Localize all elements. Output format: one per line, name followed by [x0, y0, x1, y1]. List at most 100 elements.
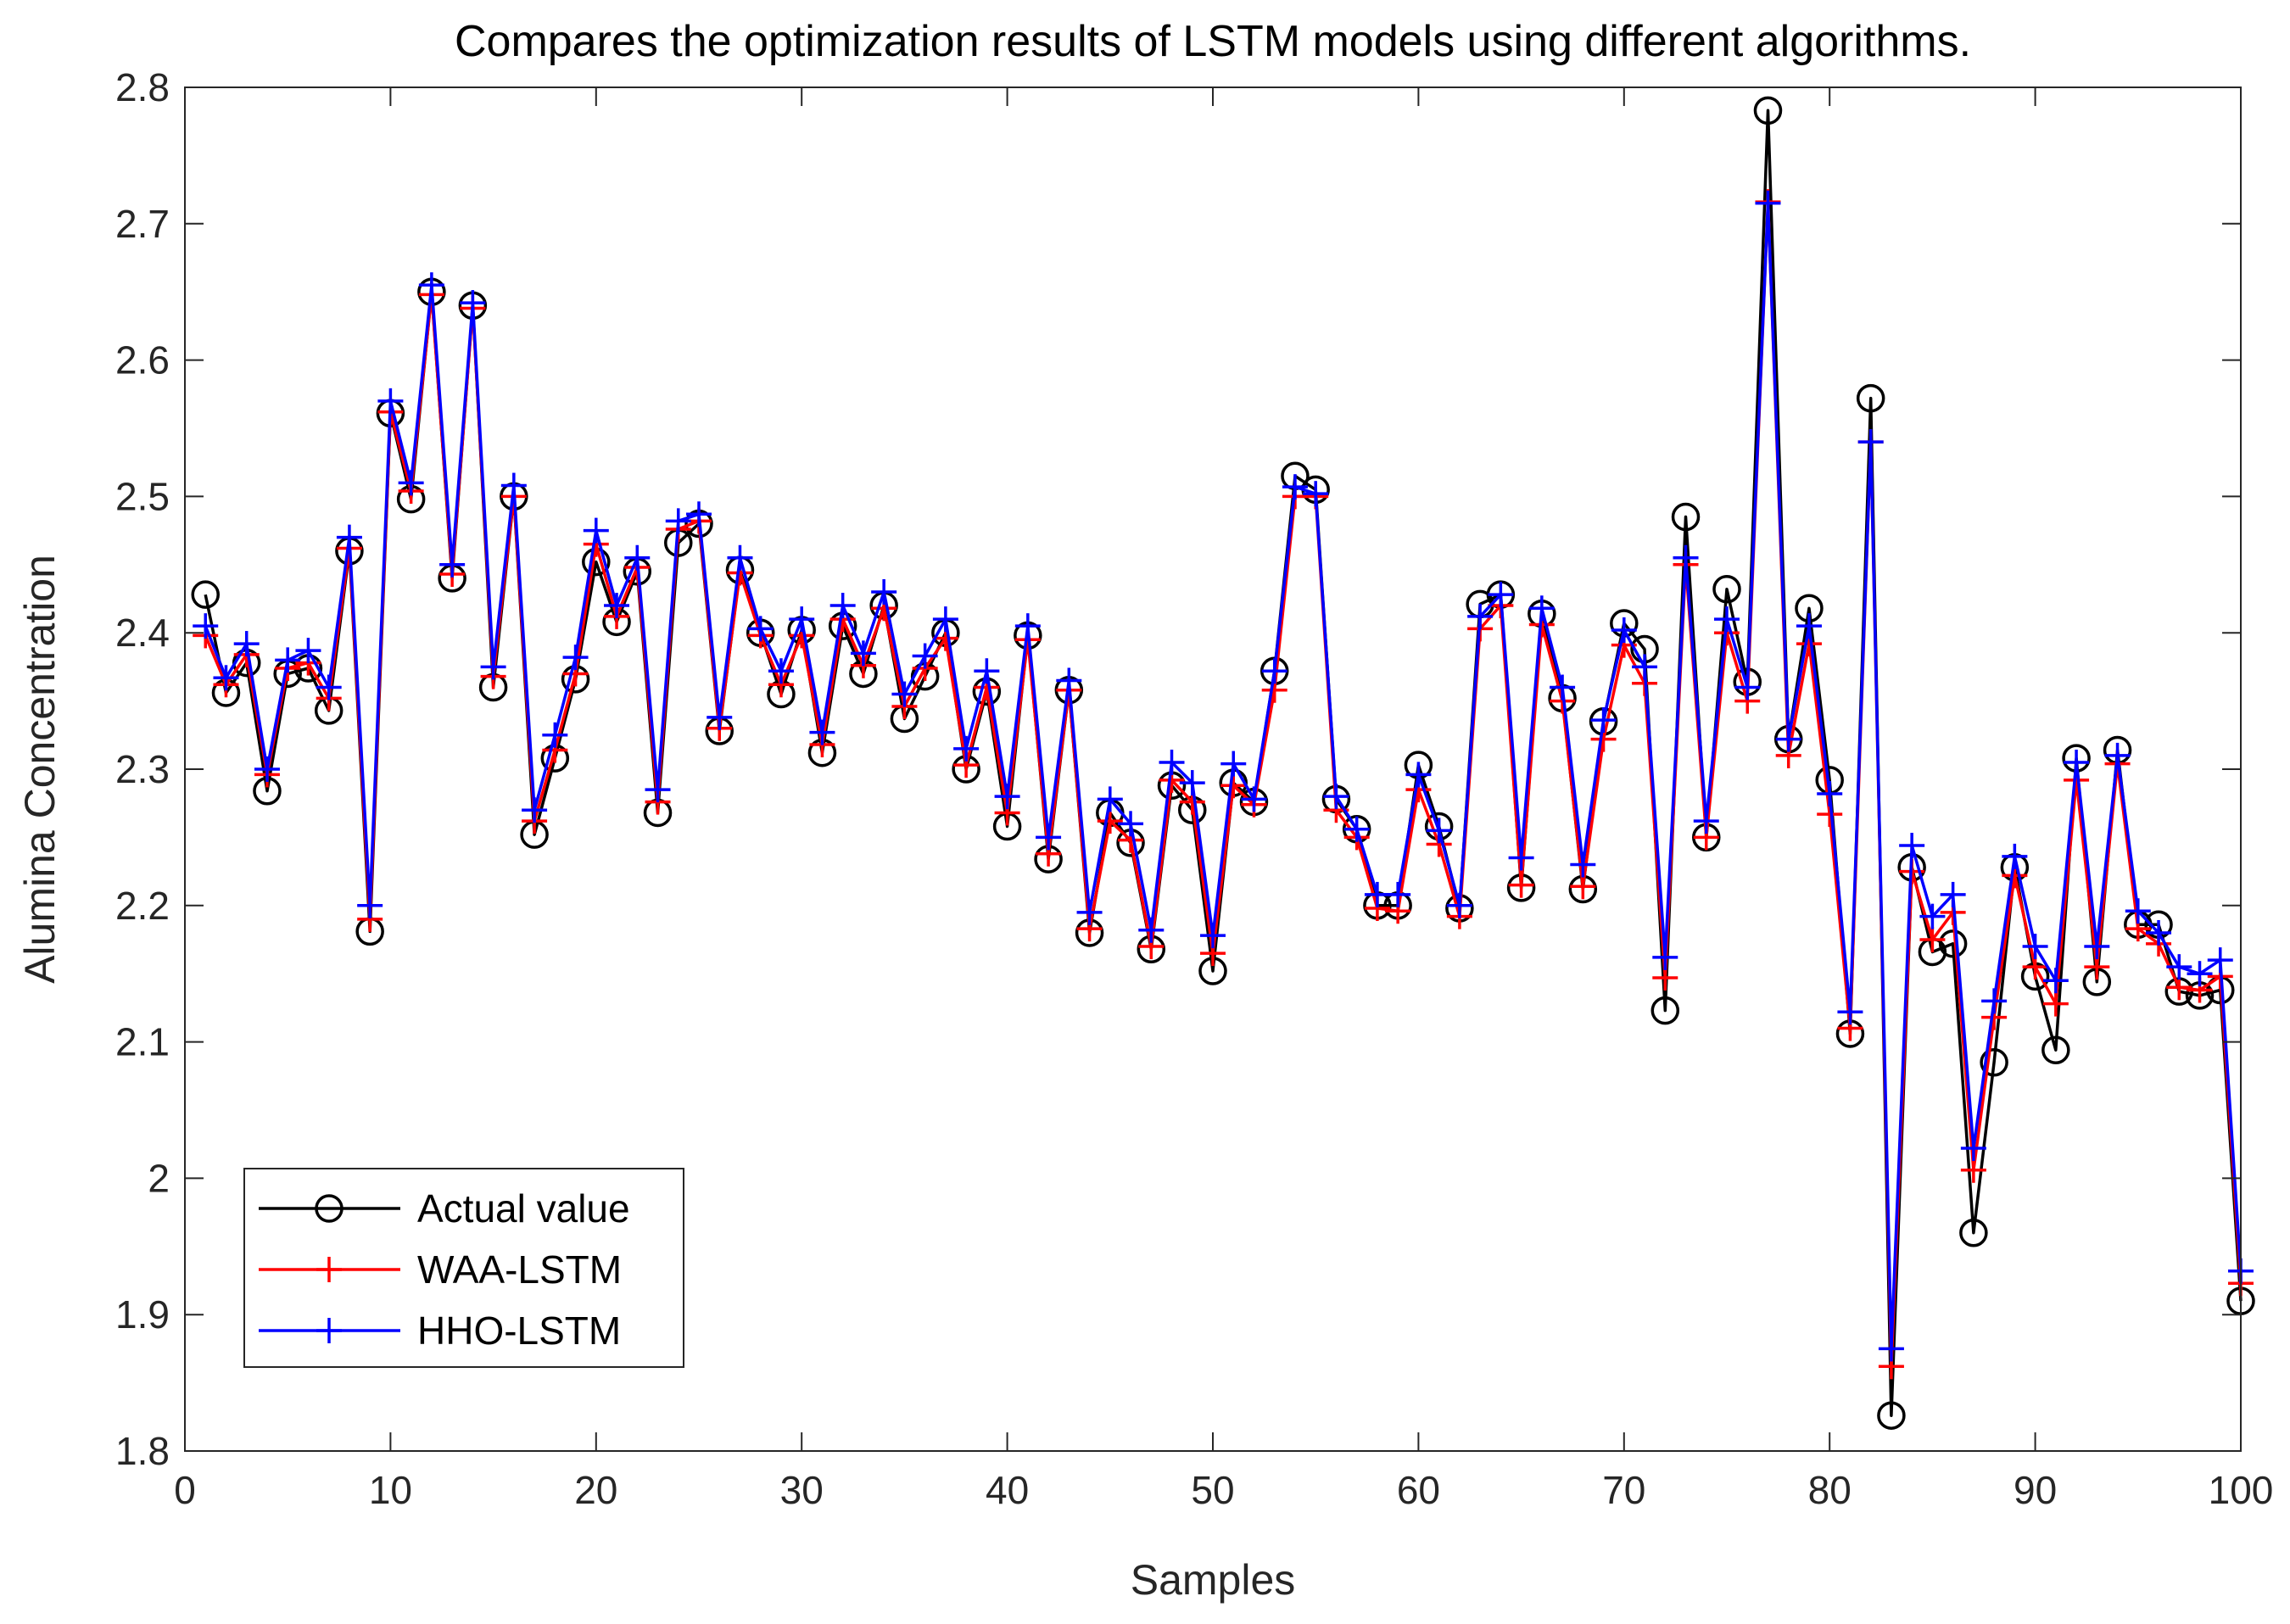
data-point [994, 784, 1020, 810]
data-point [316, 674, 342, 700]
data-point [1426, 818, 1452, 844]
data-point [418, 272, 444, 299]
data-point [1056, 667, 1082, 694]
data-point [1282, 474, 1308, 500]
y-tick-label: 2.5 [115, 474, 170, 518]
y-tick-label: 2.7 [115, 202, 170, 246]
data-point [377, 388, 404, 414]
data-point [1959, 1218, 1988, 1247]
data-point [1323, 784, 1349, 810]
series-line [204, 201, 2243, 1351]
data-point [604, 593, 630, 619]
data-point [2084, 934, 2110, 960]
chart-title: Compares the optimization results of LST… [455, 17, 1971, 66]
data-point [2042, 968, 2069, 994]
data-point [1261, 658, 1287, 684]
data-point [233, 631, 260, 657]
x-tick-label: 80 [1808, 1468, 1852, 1512]
data-point [727, 544, 753, 571]
data-point [1796, 613, 1822, 639]
y-tick-label: 2.6 [115, 338, 170, 382]
data-point [1837, 999, 1863, 1025]
data-point [1200, 923, 1226, 949]
data-point [2022, 934, 2048, 960]
data-point [460, 290, 486, 316]
data-point [1570, 873, 1596, 900]
legend-item: HHO-LSTM [259, 1309, 621, 1353]
data-point [1179, 770, 1205, 796]
data-point [1734, 674, 1761, 700]
series-layer [191, 96, 2255, 1430]
data-point [665, 508, 691, 534]
y-tick-label: 1.9 [115, 1292, 170, 1337]
x-tick-label: 0 [174, 1468, 196, 1512]
data-point [1343, 816, 1370, 842]
series-hho-lstm [193, 190, 2254, 1362]
data-point [191, 580, 220, 609]
data-point [1817, 780, 1843, 806]
data-point [500, 472, 527, 499]
data-point [398, 470, 424, 496]
data-point [1014, 613, 1041, 639]
data-point [1712, 574, 1741, 604]
x-tick-label: 100 [2209, 1468, 2274, 1512]
y-tick-label: 2.3 [115, 747, 170, 791]
data-point [1960, 1136, 1986, 1162]
data-point [953, 735, 980, 762]
data-point [686, 501, 712, 527]
data-point [254, 756, 280, 782]
data-point [1899, 833, 1925, 859]
y-tick-label: 2.8 [115, 65, 170, 109]
data-point [912, 643, 938, 669]
x-tick-label: 50 [1191, 1468, 1234, 1512]
data-point [1753, 96, 1783, 126]
data-point [1671, 502, 1701, 532]
data-point [2187, 961, 2213, 987]
data-point [1467, 603, 1494, 629]
x-tick-label: 10 [369, 1468, 412, 1512]
legend-item: WAA-LSTM [259, 1247, 622, 1292]
y-tick-label: 2 [148, 1156, 170, 1200]
data-point [1611, 617, 1637, 643]
data-point [974, 658, 1000, 684]
data-point [357, 892, 383, 918]
legend-items: Actual value WAA-LSTM HHO-LSTM [259, 1186, 630, 1353]
legend-marker [316, 1318, 342, 1343]
data-point [1856, 383, 1885, 413]
data-point [1138, 917, 1165, 943]
data-point [1693, 808, 1719, 834]
data-point [1159, 749, 1185, 775]
data-point [1919, 903, 1946, 929]
data-point [891, 681, 918, 707]
data-point [1857, 429, 1884, 455]
x-tick-label: 60 [1397, 1468, 1440, 1512]
data-point [336, 524, 362, 550]
data-point [1919, 927, 1946, 952]
data-point [1877, 1401, 1906, 1430]
data-point [2104, 742, 2131, 768]
data-point [829, 593, 856, 619]
data-point [1570, 851, 1596, 878]
data-point [2064, 749, 2090, 775]
data-point [768, 658, 794, 684]
data-point [1097, 808, 1123, 834]
y-tick-label: 2.2 [115, 884, 170, 928]
data-point [932, 606, 958, 633]
legend-label: Actual value [417, 1186, 630, 1231]
y-axis-label: Alumina Concentration [16, 555, 64, 984]
data-point [789, 606, 815, 633]
data-point [1220, 751, 1247, 777]
legend-marker [315, 1194, 344, 1223]
data-point [1528, 595, 1555, 622]
x-tick-label: 70 [1602, 1468, 1645, 1512]
data-point [213, 665, 239, 691]
tick-layer: 0 10 20 30 40 50 60 70 80 90 100 1.8 1.9 2 2.1 2.2 2.3 2.… [115, 65, 2273, 1512]
y-tick-label: 2.4 [115, 611, 170, 655]
data-point [1755, 190, 1781, 216]
x-tick-label: 40 [986, 1468, 1029, 1512]
x-axis-label: Samples [1131, 1556, 1296, 1604]
data-point [1652, 944, 1678, 970]
data-point [480, 654, 506, 680]
data-point [2041, 1035, 2070, 1064]
